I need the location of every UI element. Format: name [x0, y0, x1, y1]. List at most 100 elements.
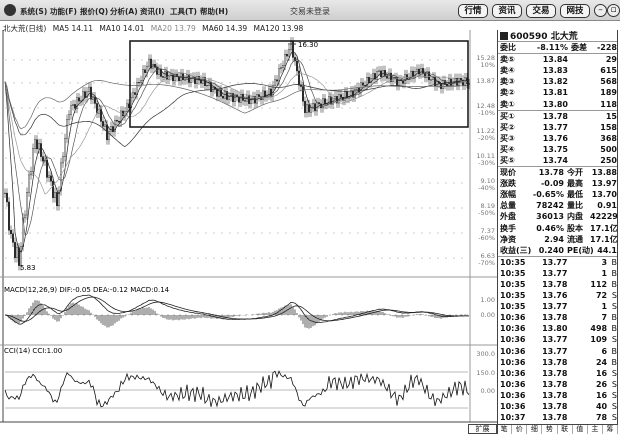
- candle-body: [374, 73, 377, 80]
- panel-tab[interactable]: 价: [512, 425, 528, 434]
- tick-side: B: [611, 313, 618, 323]
- buy-volume: 500: [600, 144, 617, 154]
- candle-body: [306, 104, 309, 113]
- menu-tools[interactable]: 工具(T): [170, 7, 197, 16]
- sell-row: 卖① 13.80 118: [498, 98, 617, 109]
- macd-label: MACD(12,26,9) DIF:-0.05 DEA:-0.12 MACD:0…: [4, 286, 170, 294]
- tick-volume: 498: [590, 324, 608, 334]
- tick-volume: 109: [590, 335, 608, 345]
- macd-y-tick: 0.00: [481, 311, 495, 319]
- candle-body: [141, 69, 144, 81]
- stat-cell: -0.09: [540, 179, 564, 189]
- candle-body: [284, 54, 287, 66]
- stat-cell: 13.97: [591, 179, 617, 189]
- candle-body: [346, 91, 349, 99]
- candle-body: [280, 67, 283, 70]
- menu-info[interactable]: 资讯(I): [140, 7, 165, 16]
- candle-body: [278, 68, 281, 82]
- candle-body: [52, 181, 55, 198]
- tick-side: S: [611, 291, 617, 301]
- stat-cell: 现价: [500, 168, 516, 178]
- weibi-row: 委比 -8.11% 委差 -228: [498, 42, 617, 53]
- menu-quote[interactable]: 报价(Q): [80, 7, 109, 16]
- tick-side: S: [611, 379, 617, 389]
- buy-price: 13.75: [542, 144, 568, 154]
- candle-body: [282, 65, 285, 68]
- panel-tab[interactable]: 笔: [497, 425, 513, 434]
- candle-body: [372, 73, 375, 79]
- menu-bar: 系统(S) 功能(F) 报价(Q) 分析(A) 资讯(I) 工具(T) 帮助(H…: [0, 0, 620, 21]
- ma10-value: MA10 14.01: [99, 24, 145, 33]
- candle-body: [205, 85, 208, 87]
- menu-help[interactable]: 帮助(H): [200, 7, 229, 16]
- tick-side: B: [611, 257, 618, 267]
- candle-body: [5, 192, 8, 203]
- tick-volume: 40: [595, 402, 608, 412]
- stock-header: 600590 北大荒: [498, 30, 617, 42]
- y-tick-pct: -50%: [478, 209, 495, 217]
- buy-price: 13.78: [542, 111, 568, 121]
- stat-cell: 0.91: [597, 201, 617, 211]
- menu-system[interactable]: 系统(S): [20, 7, 48, 16]
- restore-button[interactable]: ▫: [607, 4, 620, 17]
- menu-function[interactable]: 功能(F): [50, 7, 77, 16]
- tick-side: B: [611, 280, 618, 290]
- candle-body: [227, 96, 230, 100]
- expand-tab[interactable]: 扩展: [468, 424, 497, 434]
- weicha-label: 委差: [571, 43, 587, 53]
- tick-volume: 3: [601, 257, 608, 267]
- stat-cell: 涨幅: [500, 190, 516, 200]
- candle-body: [420, 68, 423, 75]
- y-tick-price: 7.37: [481, 227, 495, 235]
- news-button[interactable]: 资讯: [492, 4, 522, 18]
- app-logo-icon[interactable]: [4, 4, 16, 16]
- quote-button[interactable]: 行情: [458, 4, 488, 18]
- panel-tab[interactable]: 主: [588, 425, 603, 434]
- panel-tab[interactable]: 值: [573, 425, 588, 434]
- candle-body: [3, 192, 6, 194]
- candle-body: [416, 68, 419, 72]
- minimize-button[interactable]: –: [594, 4, 607, 17]
- buy-label: 买①: [500, 111, 515, 121]
- panel-tab[interactable]: 势: [542, 425, 558, 434]
- candle-body: [87, 86, 90, 93]
- candle-body: [42, 156, 45, 162]
- candle-body: [249, 99, 252, 104]
- stock-square-icon: [500, 31, 508, 40]
- candle-body: [422, 68, 425, 74]
- candle-body: [145, 65, 148, 73]
- trade-button[interactable]: 交易: [526, 4, 556, 18]
- tick-time: 10:36: [500, 390, 526, 400]
- menu-analysis[interactable]: 分析(A): [110, 7, 138, 16]
- candle-body: [318, 102, 321, 105]
- tick-row: 10:36 13.78 24 B: [498, 357, 617, 368]
- panel-tab[interactable]: 筹: [603, 425, 618, 434]
- candle-body: [442, 80, 445, 89]
- candle-body: [217, 89, 220, 97]
- panel-tab[interactable]: 联: [558, 425, 573, 434]
- candle-body: [426, 71, 429, 78]
- dea-line: [4, 296, 469, 322]
- tick-time: 10:36: [500, 402, 526, 412]
- candle-body: [85, 91, 88, 98]
- ma60-value: MA60 14.39: [202, 24, 248, 33]
- cci-label: CCI(14) CCI:1.00: [4, 347, 62, 355]
- candle-body: [46, 159, 49, 178]
- buy-label: 买②: [500, 122, 515, 132]
- buy-row: 买⑤ 13.74 250: [498, 155, 617, 166]
- tick-volume: 16: [595, 390, 608, 400]
- y-tick-price: 10.11: [476, 152, 495, 160]
- tick-row: 10:36 13.78 16 S: [498, 390, 617, 401]
- web-button[interactable]: 网技: [560, 4, 590, 18]
- sell-price: 13.80: [542, 99, 568, 109]
- tick-side: S: [611, 390, 617, 400]
- sell-volume: 118: [600, 99, 617, 109]
- panel-tab[interactable]: 细: [527, 425, 543, 434]
- candle-body: [324, 98, 327, 105]
- stat-row: 外盘 36013 内盘 42229: [498, 211, 618, 222]
- tick-volume: 1: [601, 302, 608, 312]
- candle-body: [24, 214, 27, 219]
- candle-body: [344, 91, 347, 101]
- candle-body: [149, 58, 152, 69]
